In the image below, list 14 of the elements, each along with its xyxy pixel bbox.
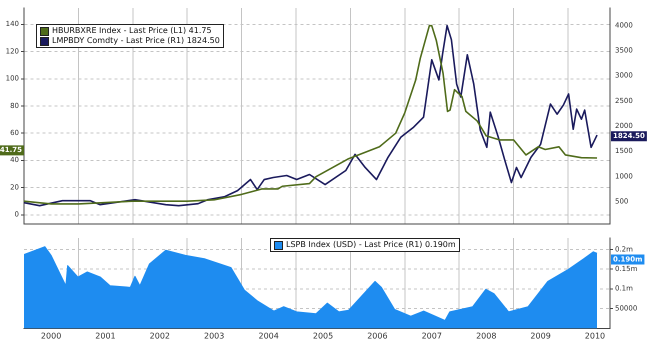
legend-label: HBURBXRE Index - Last Price (L1) 41.75 [52, 26, 212, 36]
x-tick-label: 2010 [584, 331, 606, 340]
x-tick-label: 2007 [422, 331, 442, 340]
x-tick-label: 2000 [40, 331, 62, 340]
x-tick-label: 2002 [150, 331, 170, 340]
x-tick-label: 2005 [312, 331, 334, 340]
x-tick-label: 2001 [95, 331, 116, 340]
x-tick-label: 2003 [204, 331, 224, 340]
legend-label: LMPBDY Comdty - Last Price (R1) 1824.50 [52, 36, 220, 46]
x-tick-label: 2009 [530, 331, 551, 340]
x-tick-label: 2004 [258, 331, 279, 340]
x-tick-label: 2008 [476, 331, 496, 340]
legend-label: LSPB Index (USD) - Last Price (R1) 0.190m [286, 240, 456, 250]
x-tick-label: 2006 [367, 331, 388, 340]
